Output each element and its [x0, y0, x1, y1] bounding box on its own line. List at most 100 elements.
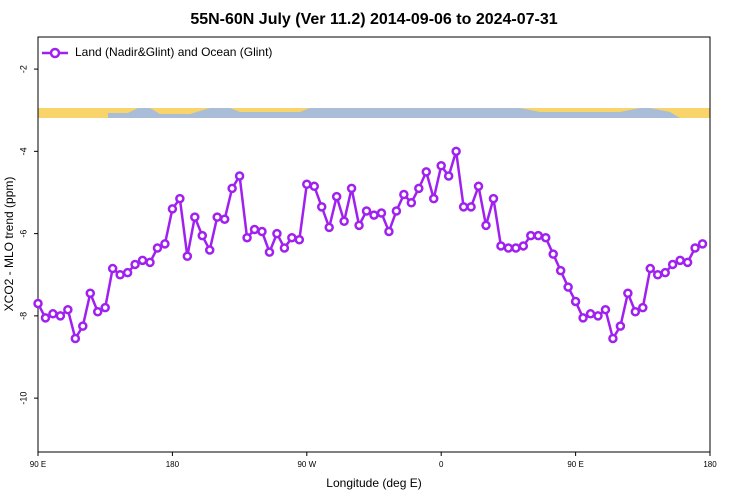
data-point	[555, 265, 566, 276]
data-point	[652, 269, 663, 280]
data-point	[227, 183, 237, 194]
x-tick-label: 0	[439, 460, 444, 469]
data-point	[264, 247, 275, 257]
data-point	[503, 243, 514, 253]
plot-frame	[37, 36, 711, 453]
data-point	[234, 171, 245, 181]
data-point	[100, 302, 110, 313]
data-point	[302, 179, 312, 189]
data-point	[122, 267, 133, 278]
data-point	[219, 214, 230, 224]
data-point	[354, 220, 364, 231]
data-point	[167, 204, 178, 214]
data-point	[115, 269, 125, 280]
data-point	[428, 193, 439, 204]
data-point	[585, 309, 596, 319]
data-point	[361, 206, 372, 216]
data-point	[660, 267, 670, 278]
data-point	[287, 232, 297, 243]
data-point	[458, 202, 469, 212]
data-point	[399, 189, 409, 200]
data-point	[152, 243, 163, 253]
data-point	[615, 321, 626, 331]
data-point	[384, 226, 394, 237]
data-point	[190, 212, 200, 222]
data-point	[570, 296, 581, 307]
data-point	[324, 222, 334, 233]
data-point	[331, 191, 342, 202]
y-tick-label: -8	[18, 312, 28, 320]
data-point	[675, 255, 685, 266]
data-point	[48, 309, 58, 319]
data-point	[182, 251, 193, 261]
land-ocean-strip	[38, 108, 710, 118]
data-point	[443, 171, 454, 181]
data-point	[630, 306, 641, 317]
data-point	[212, 212, 222, 222]
legend-label: Land (Nadir&Glint) and Ocean (Glint)	[75, 45, 272, 59]
x-axis-label: Longitude (deg E)	[326, 476, 421, 490]
data-point	[40, 313, 51, 323]
y-axis-label: XCO2 - MLO trend (ppm)	[2, 177, 16, 312]
data-point	[488, 193, 499, 204]
data-point	[107, 263, 118, 274]
data-point	[279, 243, 290, 253]
data-point	[548, 249, 558, 259]
data-point	[242, 232, 252, 243]
data-point	[593, 311, 603, 321]
y-tick-label: -10	[18, 392, 28, 405]
data-point	[92, 306, 103, 317]
data-point	[145, 257, 155, 268]
data-point	[130, 259, 140, 270]
data-point	[638, 302, 648, 313]
data-point	[160, 239, 170, 249]
data-point	[578, 313, 588, 323]
data-point	[63, 304, 73, 315]
data-point	[690, 243, 700, 253]
x-tick-label: 180	[703, 460, 717, 469]
data-point	[369, 210, 379, 220]
data-point	[526, 230, 536, 241]
data-point	[414, 183, 424, 194]
data-point	[697, 239, 708, 249]
data-point	[481, 220, 491, 231]
data-point	[496, 241, 506, 251]
data-point	[667, 259, 678, 270]
y-tick-label: -6	[18, 230, 28, 238]
data-point	[645, 263, 656, 274]
data-point	[346, 183, 357, 194]
data-point	[563, 282, 573, 292]
data-point	[682, 257, 693, 268]
x-tick-label: 90 E	[30, 460, 46, 469]
x-tick-label: 90 E	[567, 460, 583, 469]
data-point	[316, 202, 327, 212]
data-point	[608, 333, 618, 344]
data-point	[249, 224, 260, 235]
data-point	[466, 202, 476, 212]
data-point	[204, 245, 215, 255]
data-point	[339, 216, 349, 227]
x-tick-label: 180	[166, 460, 180, 469]
data-point	[197, 230, 208, 241]
data-point	[376, 208, 387, 218]
legend-marker	[49, 47, 61, 59]
data-point	[473, 181, 484, 192]
data-point	[55, 311, 66, 321]
data-point	[600, 304, 611, 315]
data-point	[511, 243, 521, 253]
data-point	[309, 181, 320, 192]
data-point	[175, 193, 185, 204]
data-point	[623, 288, 633, 298]
data-point	[436, 160, 446, 171]
data-point	[451, 146, 461, 157]
data-point	[391, 206, 402, 216]
data-point	[70, 333, 81, 344]
chart-title: 55N-60N July (Ver 11.2) 2014-09-06 to 20…	[190, 11, 557, 28]
data-point	[137, 255, 148, 266]
x-tick-label: 90 W	[297, 460, 316, 469]
data-point	[540, 232, 551, 243]
data-point	[533, 230, 544, 241]
data-point	[294, 235, 305, 245]
y-tick-label: -4	[18, 147, 28, 155]
